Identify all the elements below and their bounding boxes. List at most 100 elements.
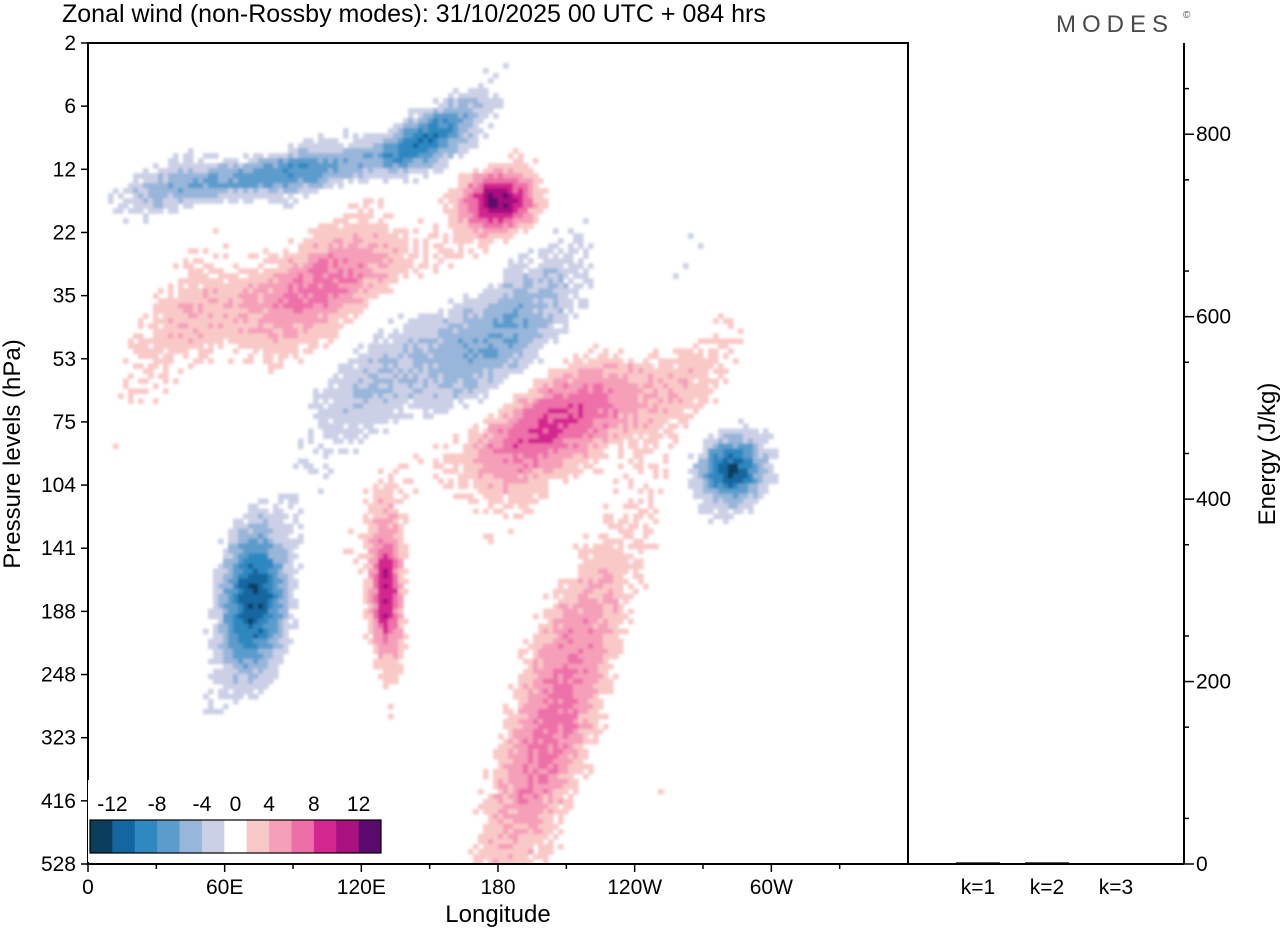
heatmap-cell — [553, 733, 564, 740]
heatmap-cell — [568, 228, 574, 234]
heatmap-cell — [283, 303, 314, 309]
heatmap-cell — [368, 573, 374, 580]
heatmap-cell — [308, 298, 329, 304]
heatmap-cell — [543, 728, 549, 735]
heatmap-cell — [358, 438, 364, 445]
heatmap-cell — [593, 703, 604, 710]
heatmap-cell — [558, 603, 569, 610]
heatmap-cell — [258, 538, 264, 545]
heatmap-cell — [538, 463, 564, 470]
heatmap-cell — [763, 473, 779, 480]
heatmap-cell — [603, 613, 629, 620]
heatmap-cell — [293, 308, 304, 314]
heatmap-cell — [218, 643, 229, 650]
heatmap-cell — [223, 603, 239, 610]
heatmap-cell — [433, 458, 439, 465]
heatmap-cell — [408, 393, 414, 400]
heatmap-cell — [703, 488, 719, 495]
heatmap-cell — [378, 153, 384, 159]
heatmap-cell — [588, 583, 604, 590]
heatmap-cell — [318, 133, 324, 139]
heatmap-cell — [528, 768, 534, 775]
heatmap-cell — [368, 548, 379, 555]
heatmap-cell — [558, 763, 569, 770]
heatmap-cell — [383, 653, 394, 660]
colorbar-swatch — [134, 820, 158, 853]
heatmap-cell — [393, 558, 399, 565]
heatmap-cell — [568, 413, 574, 420]
heatmap-cell — [623, 413, 629, 420]
heatmap-cell — [578, 563, 644, 570]
heatmap-cell — [323, 283, 339, 289]
heatmap-cell — [383, 508, 389, 515]
heatmap-y-tick-label: 12 — [53, 158, 76, 181]
heatmap-cell — [208, 288, 214, 294]
heatmap-cell — [393, 578, 399, 585]
heatmap-cell — [523, 468, 534, 475]
heatmap-cell — [283, 543, 299, 550]
heatmap-cell — [533, 338, 549, 344]
heatmap-cell — [358, 533, 374, 540]
heatmap-cell — [703, 478, 709, 485]
heatmap-cell — [538, 288, 554, 294]
heatmap-cell — [398, 363, 414, 369]
heatmap-cell — [198, 308, 204, 314]
heatmap-cell — [563, 253, 574, 259]
heatmap-cell — [518, 438, 524, 445]
heatmap-cell — [563, 673, 574, 680]
heatmap-cell — [258, 668, 264, 675]
heatmap-cell — [418, 143, 439, 149]
heatmap-cell — [423, 408, 429, 415]
heatmap-cell — [583, 773, 589, 780]
heatmap-cell — [458, 473, 479, 480]
heatmap-cell — [528, 783, 534, 790]
heatmap-cell — [443, 318, 449, 324]
heatmap-cell — [483, 228, 509, 234]
heatmap-cell — [578, 698, 589, 705]
heatmap-cell — [538, 823, 559, 830]
colorbar-swatch — [201, 820, 225, 853]
heatmap-cell — [578, 608, 584, 615]
heatmap-cell — [563, 803, 574, 810]
heatmap-cell — [518, 208, 529, 214]
heatmap-cell — [173, 153, 179, 159]
heatmap-cell — [513, 453, 519, 460]
heatmap-cell — [518, 653, 524, 660]
heatmap-cell — [368, 168, 374, 174]
heatmap-cell — [653, 403, 659, 410]
heatmap-cell — [553, 418, 579, 425]
heatmap-cell — [183, 168, 189, 174]
heatmap-cell — [483, 768, 489, 775]
heatmap-cell — [498, 813, 504, 820]
heatmap-cell — [453, 98, 459, 104]
heatmap-cell — [523, 303, 549, 309]
heatmap-cell — [223, 243, 229, 249]
heatmap-cell — [203, 263, 214, 269]
heatmap-cell — [598, 533, 609, 540]
heatmap-cell — [523, 723, 539, 730]
heatmap-cell — [143, 198, 149, 204]
heatmap-cell — [658, 398, 664, 405]
heatmap-cell — [328, 178, 344, 184]
heatmap-cell — [448, 133, 459, 139]
heatmap-cell — [363, 168, 369, 174]
heatmap-cell — [303, 138, 314, 144]
heatmap-cell — [353, 173, 359, 179]
heatmap-cell — [488, 338, 504, 344]
heatmap-cell — [478, 468, 519, 475]
heatmap-cell — [233, 618, 244, 625]
heatmap-cell — [438, 248, 454, 254]
heatmap-cell — [743, 448, 754, 455]
heatmap-cell — [213, 578, 224, 585]
heatmap-cell — [378, 393, 384, 400]
heatmap-cell — [233, 178, 239, 184]
heatmap-cell — [168, 158, 179, 164]
heatmap-cell — [518, 798, 529, 805]
heatmap-cell — [503, 483, 509, 490]
heatmap-cell — [188, 273, 209, 279]
heatmap-cell — [508, 778, 529, 785]
heatmap-cell — [263, 533, 269, 540]
heatmap-cell — [178, 278, 224, 284]
heatmap-cell — [288, 498, 299, 505]
heatmap-cell — [273, 338, 279, 344]
